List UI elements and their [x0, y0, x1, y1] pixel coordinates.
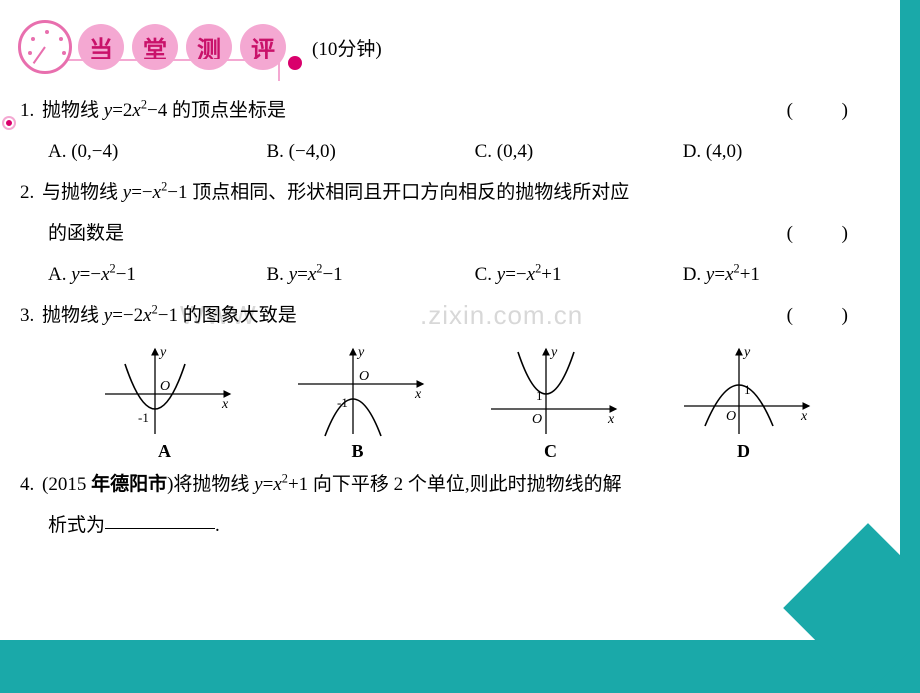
q4-stem: (2015 年德阳市)将抛物线 y=x2+1 向下平移 2 个单位,则此时抛物线… — [42, 474, 622, 495]
svg-text:1: 1 — [536, 388, 543, 403]
svg-text:y: y — [742, 345, 751, 360]
q1-opt-a: A. (0,−4) — [48, 133, 267, 172]
q3-paren: ( ) — [787, 297, 870, 336]
svg-text:-1: -1 — [337, 395, 348, 410]
graph-b-svg: y x O -1 — [283, 344, 433, 439]
q2-cont: 的函数是 — [48, 223, 124, 244]
q4-cont: 析式为. — [48, 515, 220, 536]
q1-opt-b: B. (−4,0) — [267, 133, 475, 172]
badge-1: 当 — [78, 24, 124, 70]
q2-opt-a: A. y=−x2−1 — [48, 256, 267, 295]
badge-group: 当 堂 测 评 — [78, 24, 286, 70]
svg-text:x: x — [800, 409, 808, 424]
arrow-icon — [288, 56, 302, 70]
margin-bullet — [4, 118, 14, 128]
graph-c: y x O 1 C — [476, 344, 626, 462]
svg-text:O: O — [726, 409, 736, 424]
svg-text:y: y — [549, 345, 558, 360]
svg-text:O: O — [532, 412, 542, 427]
question-2-cont: 的函数是 ( ) — [18, 215, 870, 254]
header-underline-drop — [278, 59, 280, 81]
q2-options: A. y=−x2−1 B. y=x2−1 C. y=−x2+1 D. y=x2+… — [18, 256, 870, 295]
q3-stem: 抛物线 y=−2x2−1 的图象大致是 — [42, 305, 297, 326]
svg-text:-1: -1 — [138, 410, 149, 425]
q1-opt-d: D. (4,0) — [683, 133, 870, 172]
graph-d-label: D — [669, 441, 819, 462]
graph-d-svg: y x O 1 — [669, 344, 819, 439]
q1-stem: 抛物线 y=2x2−4 的顶点坐标是 — [42, 100, 286, 121]
svg-text:O: O — [160, 379, 170, 394]
q1-number: 1. — [20, 92, 42, 131]
question-3: 3.抛物线 y=−2x2−1 的图象大致是 ( ) — [18, 297, 870, 336]
q2-opt-c: C. y=−x2+1 — [475, 256, 683, 295]
header: 当 堂 测 评 (10分钟) — [18, 20, 870, 74]
svg-text:O: O — [359, 369, 369, 384]
header-underline — [62, 59, 280, 61]
q1-options: A. (0,−4) B. (−4,0) C. (0,4) D. (4,0) — [18, 133, 870, 172]
time-label: (10分钟) — [312, 34, 382, 61]
svg-text:x: x — [221, 397, 229, 412]
svg-text:y: y — [158, 345, 167, 360]
graph-a: y x O -1 A — [90, 344, 240, 462]
graph-d: y x O 1 D — [669, 344, 819, 462]
page: 当 堂 测 评 (10分钟) 1.抛物线 y=2x2−4 的顶点坐标是 ( ) … — [0, 0, 900, 640]
badge-2: 堂 — [132, 24, 178, 70]
q2-number: 2. — [20, 174, 42, 213]
svg-text:x: x — [607, 412, 615, 427]
graph-b: y x O -1 B — [283, 344, 433, 462]
svg-text:x: x — [414, 387, 422, 402]
question-1: 1.抛物线 y=2x2−4 的顶点坐标是 ( ) — [18, 92, 870, 131]
svg-text:y: y — [356, 345, 365, 360]
question-4-cont: 析式为. — [18, 507, 870, 546]
question-4: 4.(2015 年德阳市)将抛物线 y=x2+1 向下平移 2 个单位,则此时抛… — [18, 466, 870, 505]
gauge-icon — [18, 20, 72, 74]
q1-paren: ( ) — [787, 92, 870, 131]
graphs-row: y x O -1 A y x O -1 B — [18, 338, 870, 462]
q2-stem: 与抛物线 y=−x2−1 顶点相同、形状相同且开口方向相反的抛物线所对应 — [42, 182, 629, 203]
graph-c-svg: y x O 1 — [476, 344, 626, 439]
q4-number: 4. — [20, 466, 42, 505]
q3-number: 3. — [20, 297, 42, 336]
svg-text:1: 1 — [744, 382, 751, 397]
graph-c-label: C — [476, 441, 626, 462]
graph-a-label: A — [90, 441, 240, 462]
q2-paren: ( ) — [787, 215, 870, 254]
badge-3: 测 — [186, 24, 232, 70]
graph-b-label: B — [283, 441, 433, 462]
q2-opt-d: D. y=x2+1 — [683, 256, 870, 295]
q1-opt-c: C. (0,4) — [475, 133, 683, 172]
graph-a-svg: y x O -1 — [90, 344, 240, 439]
q2-opt-b: B. y=x2−1 — [267, 256, 475, 295]
question-2: 2.与抛物线 y=−x2−1 顶点相同、形状相同且开口方向相反的抛物线所对应 — [18, 174, 870, 213]
corner-accent — [783, 523, 920, 693]
